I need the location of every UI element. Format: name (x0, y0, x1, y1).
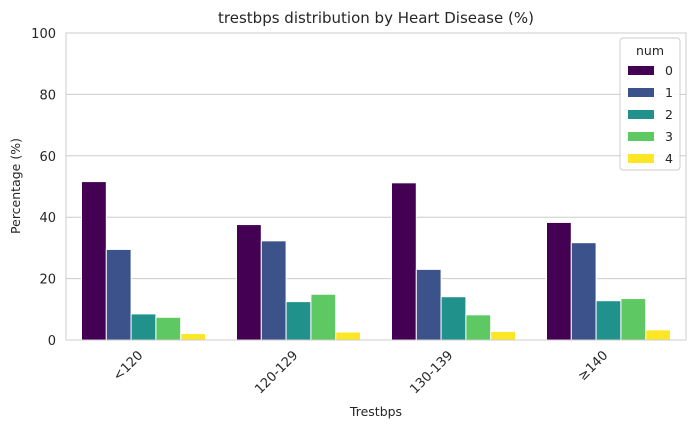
legend-label-3: 3 (665, 129, 673, 144)
x-tick-label: 130-139 (407, 348, 456, 397)
y-tick-label: 40 (39, 211, 56, 226)
x-tick-labels: <120 120-129 130-139 ≥140 (110, 348, 611, 397)
y-tick-label: 80 (39, 88, 56, 103)
bar-0-0 (81, 181, 107, 341)
bar-2-3 (595, 300, 622, 341)
legend-label-2: 2 (665, 107, 673, 122)
x-axis-label: Trestbps (349, 404, 402, 419)
bar-0-3 (546, 221, 572, 341)
bar-3-1 (310, 293, 337, 341)
legend-swatch-0 (628, 66, 654, 75)
y-tick-label: 60 (39, 150, 56, 165)
y-tick-labels: 0 20 40 60 80 100 (31, 27, 56, 349)
bar-2-0 (130, 313, 157, 341)
bar-4-2 (490, 330, 517, 341)
legend-title: num (636, 43, 664, 58)
bars (81, 181, 672, 341)
bar-1-1 (260, 240, 287, 341)
bar-4-1 (335, 331, 362, 341)
bar-0-1 (236, 224, 262, 341)
bar-1-0 (105, 248, 132, 341)
bar-4-3 (645, 329, 672, 341)
chart-title: trestbps distribution by Heart Disease (… (218, 9, 534, 27)
bar-2-2 (440, 296, 467, 341)
x-tick-label: ≥140 (575, 348, 611, 384)
bar-3-0 (155, 316, 182, 341)
y-axis-label: Percentage (%) (8, 138, 23, 234)
bar-1-2 (415, 268, 442, 341)
bar-3-3 (620, 298, 647, 341)
legend-swatch-3 (628, 132, 654, 141)
legend-swatch-1 (628, 88, 654, 97)
x-tick-label: <120 (110, 348, 146, 384)
bar-0-2 (391, 182, 417, 341)
y-tick-label: 0 (48, 334, 56, 349)
legend-swatch-2 (628, 110, 654, 119)
x-tick-label: 120-129 (252, 348, 301, 397)
legend-label-0: 0 (665, 63, 673, 78)
bar-4-0 (180, 333, 206, 341)
legend-label-4: 4 (665, 151, 673, 166)
y-tick-label: 100 (31, 27, 56, 42)
y-tick-label: 20 (39, 273, 56, 288)
bar-2-1 (285, 301, 312, 341)
bar-3-2 (465, 314, 492, 341)
plot-frame (65, 32, 687, 341)
bar-1-3 (570, 242, 597, 341)
legend-swatch-4 (628, 154, 654, 163)
legend-label-1: 1 (665, 85, 673, 100)
